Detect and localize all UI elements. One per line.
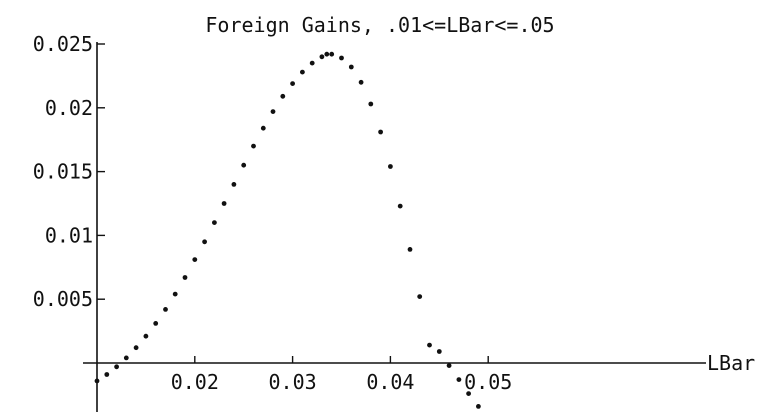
data-point <box>348 64 354 70</box>
data-point <box>202 239 208 245</box>
data-point <box>123 355 129 361</box>
data-point <box>172 291 178 297</box>
data-point <box>436 349 442 354</box>
data-point <box>456 377 462 382</box>
y-tick-label: 0.025 <box>33 32 93 56</box>
y-tick-label: 0.01 <box>45 223 93 247</box>
data-point <box>324 51 330 57</box>
data-point <box>280 93 286 99</box>
x-tick-label: 0.05 <box>464 370 512 394</box>
data-point <box>378 129 383 135</box>
data-point <box>231 182 237 187</box>
data-point <box>251 143 256 149</box>
data-point <box>466 391 471 396</box>
y-tick-label: 0.015 <box>33 160 93 184</box>
data-point <box>104 372 110 377</box>
data-point <box>300 69 305 75</box>
data-point <box>309 60 315 66</box>
data-point <box>94 378 100 384</box>
data-point <box>260 125 266 131</box>
data-point <box>397 203 403 209</box>
data-points <box>94 51 481 409</box>
data-point <box>427 342 432 348</box>
data-point <box>358 79 364 85</box>
data-point <box>163 307 168 312</box>
chart-title: Foreign Gains, .01<=LBar<=.05 <box>205 13 554 37</box>
x-axis-ticks: 0.02 0.03 0.04 0.05 <box>171 356 512 394</box>
data-point <box>182 275 188 280</box>
data-point <box>407 247 413 252</box>
data-point <box>319 54 325 60</box>
y-tick-label: 0.005 <box>33 287 93 311</box>
data-point <box>270 109 276 114</box>
data-point <box>368 101 374 107</box>
data-point <box>212 220 217 226</box>
data-point <box>417 294 423 299</box>
x-tick-label: 0.04 <box>366 370 414 394</box>
x-tick-label: 0.03 <box>269 370 317 394</box>
data-point <box>446 363 452 368</box>
data-point <box>114 364 119 370</box>
y-tick-label: 0.02 <box>45 96 93 120</box>
data-point <box>329 51 335 57</box>
y-axis-ticks: 0.005 0.01 0.015 0.02 0.025 <box>33 32 105 311</box>
data-point <box>290 81 295 86</box>
data-point <box>221 201 227 206</box>
data-point <box>339 55 344 61</box>
data-point <box>153 321 159 326</box>
data-point <box>241 162 247 168</box>
data-point <box>388 164 393 169</box>
data-point <box>476 404 481 409</box>
data-point <box>143 333 149 339</box>
data-point <box>192 257 198 262</box>
data-point <box>133 345 139 351</box>
x-axis-label: LBar <box>707 351 755 375</box>
x-tick-label: 0.02 <box>171 370 219 394</box>
